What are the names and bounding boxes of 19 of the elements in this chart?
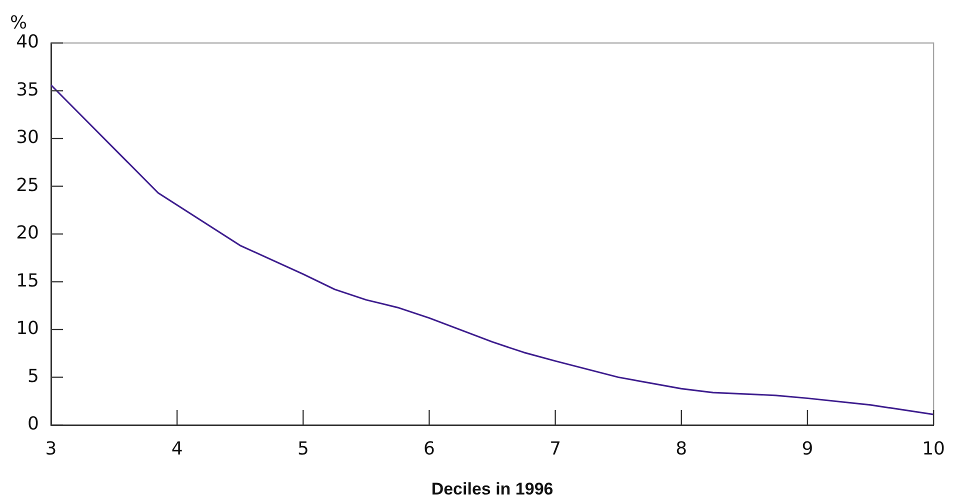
y-tick-label: 5 [28,366,39,387]
x-tick-label: 3 [45,438,57,460]
y-tick-label: 40 [16,32,39,53]
x-tick-label: 5 [297,438,309,460]
x-tick-label: 6 [424,438,435,460]
x-tick-label: 8 [676,438,688,460]
y-tick-label: 25 [16,174,39,196]
y-tick-label: 10 [16,318,39,340]
x-tick-label: 9 [802,438,814,460]
y-tick-label: 30 [16,127,39,148]
x-tick-label: 10 [922,438,945,460]
x-axis-title: Deciles in 1996 [431,479,554,498]
y-tick-label: 20 [16,222,39,244]
y-tick-label: 0 [28,414,39,435]
y-axis-title: % [10,12,28,34]
x-tick-label: 4 [171,438,183,460]
x-tick-label: 7 [550,438,562,460]
y-tick-label: 15 [16,270,39,292]
y-tick-label: 35 [16,79,39,100]
